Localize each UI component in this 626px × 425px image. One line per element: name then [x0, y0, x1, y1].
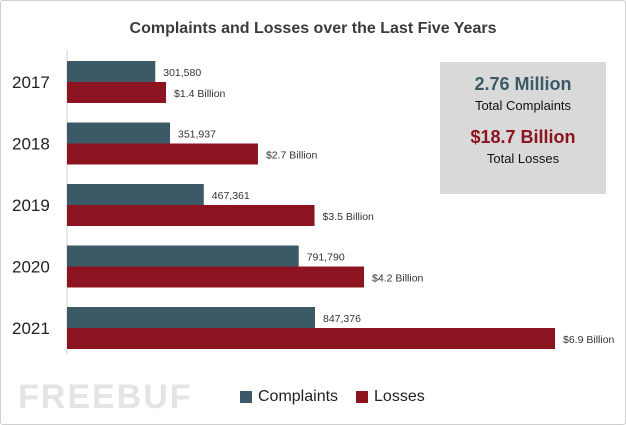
- legend-label-losses: Losses: [374, 388, 425, 405]
- legend-item-complaints: Complaints: [240, 388, 338, 406]
- bar-complaints-2019: [67, 184, 204, 205]
- data-label-losses-2018: $2.7 Billion: [266, 150, 318, 162]
- data-label-losses-2019: $3.5 Billion: [323, 211, 375, 223]
- legend-item-losses: Losses: [356, 388, 425, 406]
- bar-losses-2019: [67, 205, 315, 226]
- data-label-complaints-2019: 467,361: [212, 190, 250, 202]
- data-label-losses-2020: $4.2 Billion: [372, 273, 424, 285]
- bar-complaints-2021: [67, 307, 315, 328]
- legend: Complaints Losses: [240, 388, 443, 406]
- summary-box: 2.76 Million Total Complaints $18.7 Bill…: [440, 62, 606, 194]
- data-label-losses-2021: $6.9 Billion: [563, 334, 615, 346]
- bar-complaints-2020: [67, 245, 299, 267]
- bar-losses-2017: [67, 82, 167, 103]
- data-label-losses-2017: $1.4 Billion: [174, 88, 226, 100]
- chart-title: Complaints and Losses over the Last Five…: [129, 20, 497, 37]
- legend-swatch-complaints: [240, 391, 252, 403]
- bar-complaints-2018: [67, 122, 171, 144]
- legend-label-complaints: Complaints: [258, 388, 339, 405]
- bar-losses-2020: [67, 266, 365, 288]
- total-complaints-label: Total Complaints: [474, 98, 572, 113]
- data-label-complaints-2021: 847,376: [323, 313, 361, 325]
- total-losses-label: Total Losses: [486, 151, 560, 166]
- total-complaints-value: 2.76 Million: [474, 74, 572, 94]
- legend-swatch-losses: [356, 391, 369, 403]
- data-label-complaints-2018: 351,937: [178, 129, 216, 141]
- total-losses-value: $18.7 Billion: [470, 127, 576, 147]
- year-label-2020: 2020: [12, 258, 50, 277]
- year-label-2018: 2018: [12, 135, 50, 154]
- bar-losses-2018: [67, 143, 258, 165]
- bar-complaints-2017: [67, 61, 156, 82]
- year-label-2019: 2019: [12, 196, 50, 215]
- year-label-2021: 2021: [12, 319, 50, 338]
- data-label-complaints-2017: 301,580: [163, 67, 201, 79]
- data-label-complaints-2020: 791,790: [307, 252, 345, 264]
- watermark: FREEBUF: [18, 378, 193, 416]
- year-label-2017: 2017: [12, 73, 50, 92]
- bar-losses-2021: [67, 328, 555, 349]
